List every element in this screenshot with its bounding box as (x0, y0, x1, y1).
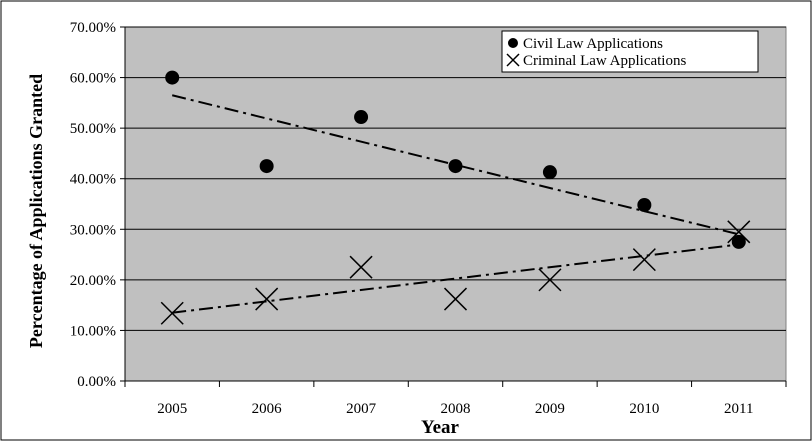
civil-point (165, 70, 180, 85)
x-tick-label: 2007 (346, 401, 377, 417)
criminal-point-stroke (727, 220, 751, 244)
legend-civil-label: Civil Law Applications (523, 36, 663, 52)
y-tick-label: 30.00% (70, 222, 116, 238)
y-tick-label: 70.00% (70, 20, 116, 36)
y-tick-label: 50.00% (70, 121, 116, 137)
civil-point (731, 234, 746, 249)
legend-civil-marker (508, 38, 518, 48)
criminal-point-stroke (255, 287, 279, 311)
x-axis-title: Year (421, 417, 460, 438)
axis-layer: 0.00% 10.00% 20.00% 30.00% 40.00% 50.00% 60.00… (70, 20, 787, 417)
y-axis-title: Percentage of Applications Granted (26, 74, 46, 348)
plot-area (124, 26, 787, 382)
criminal-point-stroke (443, 287, 468, 311)
criminal-point (632, 248, 656, 272)
legend-criminal-marker (506, 53, 520, 67)
x-tick-label: 2008 (441, 401, 471, 417)
x-tick-label: 2009 (535, 401, 565, 417)
criminal-point-stroke (632, 248, 656, 272)
legend-criminal-label: Criminal Law Applications (523, 53, 686, 69)
grid-layer (125, 26, 786, 331)
y-tick-label: 0.00% (77, 374, 116, 390)
y-tick-label: 40.00% (70, 172, 116, 188)
criminal-point-stroke (349, 255, 373, 279)
criminal-point (538, 268, 562, 292)
criminal-point (349, 255, 373, 279)
y-tick-label: 20.00% (70, 273, 116, 289)
legend: Civil Law Applications Criminal Law Appl… (501, 30, 759, 73)
criminal-point (160, 301, 184, 325)
criminal-point (255, 287, 279, 311)
criminal-point-stroke (538, 268, 562, 292)
civil-point (448, 159, 463, 174)
criminal-point (443, 287, 468, 311)
civil-point (542, 165, 557, 180)
x-tick-label: 2010 (629, 401, 659, 417)
criminal-point-stroke (160, 301, 184, 325)
civil-point (637, 198, 652, 213)
marker-layer (160, 70, 751, 325)
x-tick-label: 2011 (724, 401, 753, 417)
legend-box (501, 30, 759, 73)
x-tick-label: 2006 (252, 401, 283, 417)
criminal-point (727, 220, 751, 244)
civil-point (354, 110, 369, 125)
civil-point (259, 159, 274, 174)
y-tick-label: 10.00% (70, 323, 116, 339)
x-tick-label: 2005 (157, 401, 187, 417)
y-tick-label: 60.00% (70, 71, 116, 87)
